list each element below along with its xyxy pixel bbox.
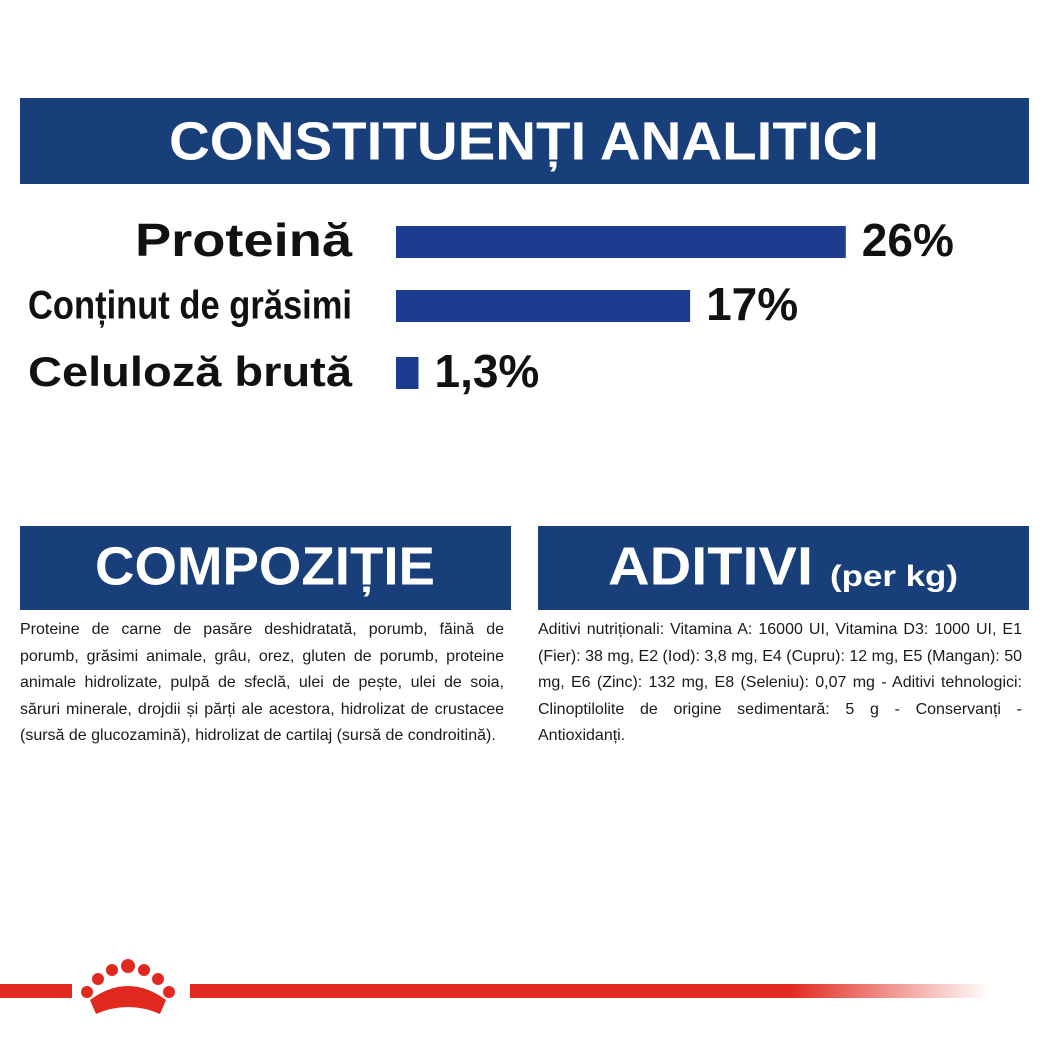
bar: [396, 226, 846, 258]
value-label: 1,3%: [434, 345, 539, 397]
additives-banner: [538, 526, 1029, 610]
value-label: 17%: [706, 278, 798, 330]
additives-title: ADITIVI: [608, 536, 813, 596]
footer-line: [0, 984, 72, 998]
bar: [396, 290, 691, 322]
category-label: Proteină: [135, 214, 352, 266]
composition-text: Proteine de carne de pasăre deshidratată…: [20, 621, 504, 744]
additives-unit: (per kg): [830, 560, 958, 593]
header-banner: [20, 98, 1029, 184]
additives-text: Aditivi nutriționali: Vitamina A: 16000 …: [538, 621, 1022, 744]
chart-title: CONSTITUENȚI ANALITICI: [169, 111, 879, 171]
footer-line: [190, 984, 990, 998]
category-label: Celuloză brută: [28, 348, 353, 395]
composition-title: COMPOZIȚIE: [95, 536, 435, 596]
value-label: 26%: [862, 214, 954, 266]
category-label: Conținut de grăsimi: [28, 284, 352, 328]
composition-banner: [20, 526, 511, 610]
logo: [81, 959, 175, 1014]
bar: [396, 357, 419, 389]
